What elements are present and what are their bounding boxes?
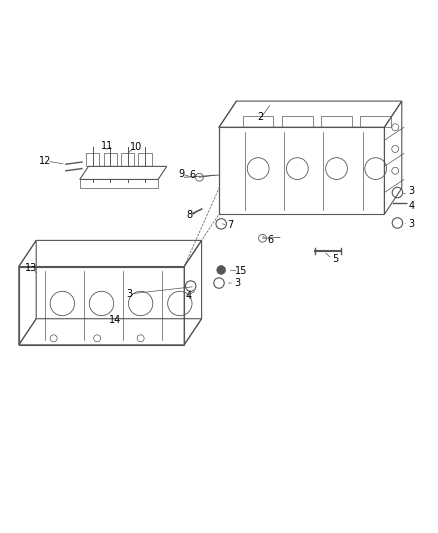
Text: 4: 4: [185, 291, 191, 301]
Text: 12: 12: [39, 156, 51, 166]
Text: 9: 9: [178, 169, 184, 179]
Text: 7: 7: [228, 220, 234, 230]
Circle shape: [217, 265, 226, 274]
Text: 6: 6: [189, 170, 195, 180]
Text: 6: 6: [267, 235, 273, 245]
Text: 3: 3: [408, 186, 414, 196]
Text: 3: 3: [126, 289, 132, 300]
Text: 11: 11: [101, 141, 113, 150]
Text: 14: 14: [110, 316, 121, 326]
Text: 2: 2: [257, 112, 264, 122]
Text: 10: 10: [130, 142, 142, 152]
Text: 15: 15: [236, 266, 248, 276]
Text: 4: 4: [408, 200, 414, 211]
Text: 8: 8: [186, 210, 192, 220]
Text: 3: 3: [234, 278, 240, 288]
Text: 3: 3: [408, 219, 414, 229]
Text: 5: 5: [332, 254, 339, 264]
Text: 13: 13: [25, 263, 37, 273]
